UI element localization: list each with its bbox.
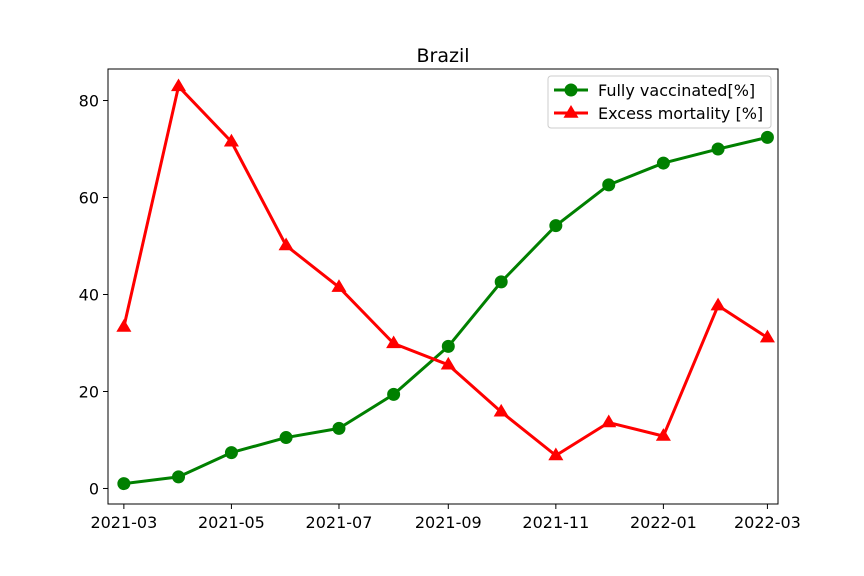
data-point bbox=[710, 297, 726, 311]
data-point bbox=[386, 335, 402, 349]
data-point bbox=[224, 446, 238, 460]
x-tick-label: 2022-01 bbox=[630, 513, 697, 532]
data-point bbox=[602, 178, 616, 192]
x-tick-label: 2021-09 bbox=[415, 513, 482, 532]
legend-entries: Fully vaccinated[%] Excess mortality [%] bbox=[554, 81, 763, 123]
data-point bbox=[440, 356, 456, 370]
legend-label: Fully vaccinated[%] bbox=[598, 81, 755, 100]
legend-entry: Excess mortality [%] bbox=[554, 104, 763, 123]
data-point bbox=[656, 156, 670, 170]
data-point bbox=[711, 142, 725, 156]
x-tick-label: 2021-07 bbox=[306, 513, 373, 532]
data-point bbox=[494, 275, 508, 289]
x-tick-label: 2021-11 bbox=[522, 513, 589, 532]
data-point bbox=[116, 319, 132, 332]
data-point bbox=[655, 428, 671, 441]
y-tick-label: 20 bbox=[79, 382, 99, 401]
data-point bbox=[759, 329, 775, 343]
legend-entry: Fully vaccinated[%] bbox=[554, 81, 755, 100]
plot-area bbox=[107, 68, 779, 505]
data-point bbox=[117, 477, 131, 491]
x-tick-label: 2021-03 bbox=[90, 513, 157, 532]
series-line bbox=[122, 84, 769, 458]
data-point bbox=[172, 470, 186, 484]
y-tick-label: 80 bbox=[79, 92, 99, 111]
x-tick-label: 2021-05 bbox=[198, 513, 265, 532]
data-point bbox=[279, 431, 293, 445]
legend: Fully vaccinated[%] Excess mortality [%] bbox=[547, 75, 772, 129]
data-point bbox=[601, 414, 617, 428]
legend-marker bbox=[563, 105, 579, 118]
y-tick-label: 60 bbox=[79, 189, 99, 208]
data-point bbox=[170, 78, 187, 92]
data-point bbox=[332, 421, 346, 435]
y-tick-label: 0 bbox=[89, 479, 99, 498]
data-point bbox=[223, 133, 239, 147]
data-point bbox=[549, 219, 563, 233]
series-line bbox=[123, 135, 768, 486]
data-point bbox=[387, 387, 401, 401]
y-tick-label: 40 bbox=[79, 286, 99, 305]
data-point bbox=[278, 237, 294, 251]
axes: 0 20 40 60 80 2021-03 2021-05 2021-07 2021-09 202… bbox=[79, 92, 801, 532]
series-0 bbox=[117, 130, 774, 491]
legend-marker bbox=[564, 83, 578, 97]
data-point bbox=[331, 279, 347, 292]
data-point bbox=[548, 447, 564, 461]
x-tick-label: 2022-03 bbox=[734, 513, 801, 532]
legend-box bbox=[547, 75, 772, 129]
data-point bbox=[493, 403, 509, 417]
series-1 bbox=[116, 78, 775, 461]
data-point bbox=[441, 339, 455, 353]
chart-title: Brazil bbox=[416, 45, 469, 67]
series-layer bbox=[116, 78, 775, 491]
legend-label: Excess mortality [%] bbox=[598, 104, 763, 123]
data-point bbox=[760, 130, 774, 144]
